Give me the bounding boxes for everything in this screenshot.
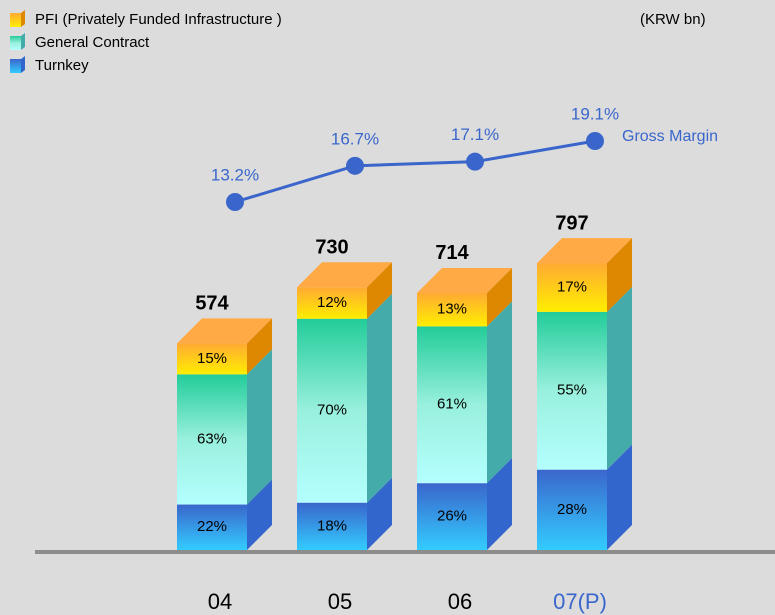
line-value-label: 17.1%	[451, 125, 499, 144]
bar-top	[537, 238, 632, 264]
line-series	[234, 139, 596, 204]
bar-side	[487, 267, 512, 327]
bar-side	[247, 479, 272, 550]
bar-side	[367, 477, 392, 550]
bar-side	[247, 318, 272, 375]
bar-segment	[417, 292, 487, 327]
bar-side	[247, 349, 272, 505]
bar-top	[177, 318, 272, 344]
legend-label: General Contract	[35, 34, 150, 51]
segment-label: 55%	[557, 382, 587, 399]
segment-label: 63%	[197, 430, 227, 447]
bar-segment	[297, 287, 367, 319]
bar-segment	[177, 374, 247, 505]
bar-side	[487, 458, 512, 550]
line-value-label: 16.7%	[331, 129, 379, 148]
legend-swatch-side	[21, 33, 25, 50]
bar-side	[367, 293, 392, 503]
line-name: Gross Margin	[622, 128, 718, 145]
x-tick-label: 04	[208, 589, 232, 614]
bar-segment	[417, 326, 487, 484]
total-label: 730	[315, 236, 348, 258]
bar-segment	[417, 483, 487, 550]
bar-segment	[297, 318, 367, 503]
line-value-label: 19.1%	[571, 104, 619, 123]
segment-label: 17%	[557, 278, 587, 295]
x-tick-label: 06	[448, 589, 472, 614]
segment-label: 12%	[317, 294, 347, 311]
legend-swatch	[10, 36, 21, 50]
legend-swatch	[10, 59, 21, 73]
segment-label: 22%	[197, 518, 227, 535]
bar-side	[607, 444, 632, 550]
bar-top	[417, 267, 512, 293]
bar-segment	[177, 343, 247, 375]
legend-label: Turnkey	[35, 57, 89, 74]
bar-top	[297, 262, 392, 288]
total-label: 574	[195, 293, 229, 315]
bar-side	[607, 238, 632, 312]
bar-side	[487, 301, 512, 484]
total-label: 714	[435, 242, 469, 264]
bar-segment	[537, 311, 607, 470]
bar-side	[367, 262, 392, 319]
legend-swatch-side	[21, 56, 25, 73]
legend-swatch	[10, 13, 21, 27]
segment-label: 13%	[437, 301, 467, 318]
bar-segment	[537, 263, 607, 312]
bar-side	[607, 286, 632, 470]
segment-label: 28%	[557, 501, 587, 518]
legend-label: PFI (Privately Funded Infrastructure )	[35, 11, 282, 28]
segment-label: 61%	[437, 396, 467, 413]
total-label: 797	[555, 212, 588, 234]
bar-segment	[297, 502, 367, 550]
legend-swatch-side	[21, 10, 25, 27]
segment-label: 15%	[197, 350, 227, 367]
segment-label: 18%	[317, 517, 347, 534]
line-value-label: 13.2%	[211, 165, 259, 184]
x-tick-label: 05	[328, 589, 352, 614]
unit-note: (KRW bn)	[640, 11, 706, 28]
x-tick-label: 07(P)	[553, 589, 607, 614]
segment-label: 26%	[437, 508, 467, 525]
bar-segment	[177, 504, 247, 550]
segment-label: 70%	[317, 402, 347, 419]
line-point	[346, 156, 364, 175]
bar-segment	[537, 469, 607, 550]
line-point	[226, 193, 244, 211]
line-point	[586, 132, 604, 150]
line-point	[466, 152, 484, 171]
